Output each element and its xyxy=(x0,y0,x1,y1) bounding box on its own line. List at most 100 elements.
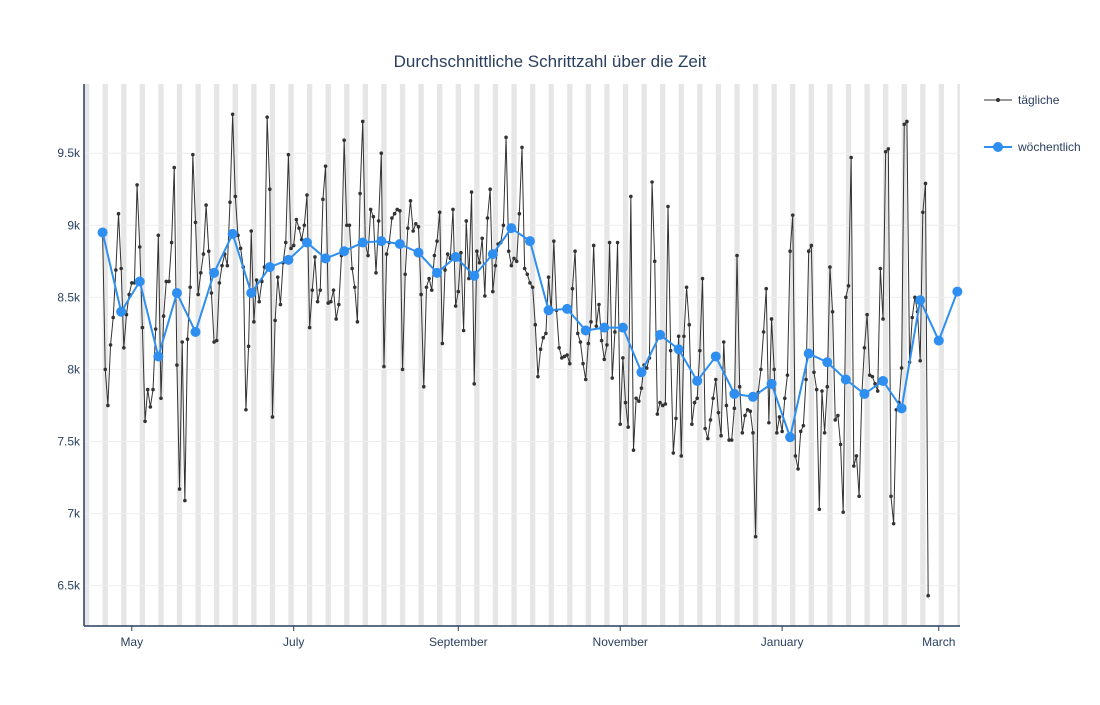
data-point-woechentlich[interactable] xyxy=(766,378,777,389)
data-point-woechentlich[interactable] xyxy=(116,306,127,317)
data-point-taegliche[interactable] xyxy=(151,387,155,392)
data-point-taegliche[interactable] xyxy=(275,275,280,279)
data-point-woechentlich[interactable] xyxy=(413,247,424,258)
legend-item-taegliche[interactable]: tägliche xyxy=(984,93,1060,107)
data-point-taegliche[interactable] xyxy=(788,249,792,254)
data-point-woechentlich[interactable] xyxy=(747,391,758,402)
data-point-woechentlich[interactable] xyxy=(301,237,312,248)
data-point-taegliche[interactable] xyxy=(729,438,734,442)
data-point-woechentlich[interactable] xyxy=(432,267,443,278)
legend-item-woechentlich[interactable]: wöchentlich xyxy=(984,140,1081,154)
data-point-taegliche[interactable] xyxy=(395,207,400,212)
data-point-taegliche[interactable] xyxy=(838,442,843,447)
data-point-taegliche[interactable] xyxy=(119,266,123,271)
data-point-taegliche[interactable] xyxy=(602,357,607,362)
data-point-taegliche[interactable] xyxy=(785,373,790,377)
data-point-taegliche[interactable] xyxy=(836,413,840,418)
data-point-taegliche[interactable] xyxy=(844,295,848,300)
data-point-taegliche[interactable] xyxy=(512,256,516,261)
data-point-taegliche[interactable] xyxy=(743,413,747,418)
data-point-taegliche[interactable] xyxy=(106,403,110,408)
data-point-taegliche[interactable] xyxy=(658,400,662,405)
data-point-taegliche[interactable] xyxy=(711,396,715,401)
data-point-taegliche[interactable] xyxy=(225,263,230,268)
data-point-taegliche[interactable] xyxy=(796,467,800,471)
data-point-taegliche[interactable] xyxy=(820,389,824,393)
data-point-taegliche[interactable] xyxy=(294,217,299,222)
data-point-taegliche[interactable] xyxy=(480,236,484,241)
data-point-taegliche[interactable] xyxy=(684,285,689,290)
data-point-taegliche[interactable] xyxy=(644,366,649,370)
data-point-woechentlich[interactable] xyxy=(710,351,721,362)
data-point-taegliche[interactable] xyxy=(833,418,838,422)
data-point-taegliche[interactable] xyxy=(108,343,113,347)
data-point-taegliche[interactable] xyxy=(116,211,121,216)
data-point-taegliche[interactable] xyxy=(358,191,362,196)
data-point-woechentlich[interactable] xyxy=(394,239,405,250)
data-point-taegliche[interactable] xyxy=(161,314,166,318)
data-point-woechentlich[interactable] xyxy=(97,227,108,238)
data-point-taegliche[interactable] xyxy=(621,356,625,360)
data-point-taegliche[interactable] xyxy=(639,386,644,390)
data-point-taegliche[interactable] xyxy=(581,361,585,366)
data-point-taegliche[interactable] xyxy=(435,239,439,243)
data-point-taegliche[interactable] xyxy=(137,245,142,249)
data-point-taegliche[interactable] xyxy=(140,325,145,330)
data-point-taegliche[interactable] xyxy=(504,135,508,140)
data-point-taegliche[interactable] xyxy=(392,211,397,216)
data-point-taegliche[interactable] xyxy=(812,370,816,375)
data-point-taegliche[interactable] xyxy=(846,284,851,288)
data-point-taegliche[interactable] xyxy=(525,272,530,277)
data-point-taegliche[interactable] xyxy=(188,285,192,290)
data-point-woechentlich[interactable] xyxy=(617,322,628,333)
data-point-taegliche[interactable] xyxy=(798,429,803,434)
data-point-taegliche[interactable] xyxy=(246,344,251,349)
data-point-taegliche[interactable] xyxy=(865,312,869,317)
data-point-taegliche[interactable] xyxy=(591,243,596,248)
data-point-taegliche[interactable] xyxy=(674,416,678,421)
data-point-taegliche[interactable] xyxy=(809,243,814,248)
data-point-taegliche[interactable] xyxy=(530,285,535,290)
data-point-taegliche[interactable] xyxy=(514,259,519,264)
data-point-taegliche[interactable] xyxy=(180,340,185,344)
data-point-taegliche[interactable] xyxy=(201,252,206,256)
data-point-taegliche[interactable] xyxy=(528,281,532,285)
data-point-taegliche[interactable] xyxy=(103,367,108,372)
data-point-taegliche[interactable] xyxy=(748,409,753,414)
data-point-taegliche[interactable] xyxy=(254,278,259,282)
data-point-taegliche[interactable] xyxy=(613,330,617,334)
data-point-woechentlich[interactable] xyxy=(190,326,201,337)
data-point-taegliche[interactable] xyxy=(334,317,338,321)
data-point-woechentlich[interactable] xyxy=(134,276,145,287)
data-point-taegliche[interactable] xyxy=(268,187,272,192)
data-point-taegliche[interactable] xyxy=(376,219,381,223)
data-point-taegliche[interactable] xyxy=(852,464,856,468)
data-point-taegliche[interactable] xyxy=(111,315,115,320)
data-point-taegliche[interactable] xyxy=(822,431,827,435)
data-point-taegliche[interactable] xyxy=(567,361,572,366)
data-point-taegliche[interactable] xyxy=(366,253,370,258)
data-point-taegliche[interactable] xyxy=(283,240,288,245)
data-point-woechentlich[interactable] xyxy=(153,351,164,362)
data-point-taegliche[interactable] xyxy=(355,320,360,324)
data-point-taegliche[interactable] xyxy=(891,521,896,526)
data-point-woechentlich[interactable] xyxy=(636,367,647,378)
data-point-taegliche[interactable] xyxy=(536,374,540,379)
data-point-taegliche[interactable] xyxy=(424,285,429,290)
data-point-woechentlich[interactable] xyxy=(264,262,275,273)
data-point-taegliche[interactable] xyxy=(772,367,776,372)
data-point-woechentlich[interactable] xyxy=(524,236,535,247)
data-point-taegliche[interactable] xyxy=(783,396,787,401)
data-point-woechentlich[interactable] xyxy=(840,374,851,385)
data-point-woechentlich[interactable] xyxy=(896,403,907,414)
data-point-taegliche[interactable] xyxy=(159,396,163,401)
data-point-taegliche[interactable] xyxy=(721,340,726,344)
data-point-taegliche[interactable] xyxy=(732,406,737,411)
data-point-taegliche[interactable] xyxy=(698,348,702,353)
data-point-taegliche[interactable] xyxy=(148,405,153,409)
data-point-taegliche[interactable] xyxy=(921,210,925,215)
data-point-taegliche[interactable] xyxy=(557,345,561,350)
data-point-taegliche[interactable] xyxy=(759,367,763,372)
data-point-woechentlich[interactable] xyxy=(562,303,573,314)
data-point-taegliche[interactable] xyxy=(122,345,126,350)
